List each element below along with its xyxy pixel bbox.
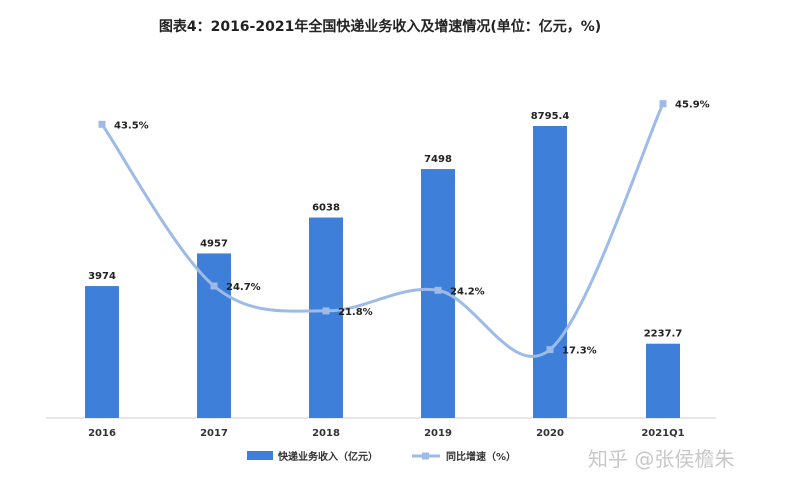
growth-marker-2021Q1 bbox=[659, 100, 667, 108]
growth-marker-2016 bbox=[98, 120, 106, 128]
x-tick-2018: 2018 bbox=[312, 428, 340, 439]
bar-label-2021Q1: 2237.7 bbox=[644, 329, 683, 340]
bar-2018 bbox=[309, 217, 343, 418]
x-tick-2019: 2019 bbox=[424, 428, 452, 439]
x-tick-2017: 2017 bbox=[200, 428, 228, 439]
bar-2017 bbox=[197, 253, 231, 418]
legend-swatch-growth-marker bbox=[422, 452, 429, 460]
legend: 快递业务收入（亿元） 同比增速（%） bbox=[247, 450, 516, 463]
legend-item-revenue[interactable]: 快递业务收入（亿元） bbox=[247, 450, 378, 463]
bar-label-2016: 3974 bbox=[88, 271, 116, 282]
legend-label-growth: 同比增速（%） bbox=[446, 450, 516, 463]
x-tick-2016: 2016 bbox=[88, 428, 116, 439]
growth-label-2021Q1: 45.9% bbox=[675, 100, 710, 111]
bar-label-2019: 7498 bbox=[424, 154, 452, 165]
legend-label-revenue: 快递业务收入（亿元） bbox=[277, 450, 378, 463]
bar-label-2020: 8795.4 bbox=[531, 111, 570, 122]
growth-line bbox=[100, 103, 665, 358]
growth-label-2018: 21.8% bbox=[338, 307, 373, 318]
bar-2020 bbox=[533, 126, 567, 418]
bar-2016 bbox=[85, 286, 119, 418]
growth-label-2016: 43.5% bbox=[114, 120, 149, 131]
growth-label-2017: 24.7% bbox=[226, 282, 261, 293]
legend-item-growth[interactable]: 同比增速（%） bbox=[412, 450, 516, 463]
bar-label-2017: 4957 bbox=[200, 238, 228, 249]
growth-marker-2018 bbox=[322, 307, 330, 315]
growth-marker-2020 bbox=[546, 346, 554, 354]
growth-marker-2017 bbox=[210, 282, 218, 290]
growth-label-2020: 17.3% bbox=[562, 346, 597, 357]
bar-label-2018: 6038 bbox=[312, 203, 340, 214]
x-tick-2020: 2020 bbox=[536, 428, 564, 439]
growth-marker-2019 bbox=[434, 286, 442, 294]
chart-title: 图表4：2016-2021年全国快递业务收入及增速情况(单位：亿元，%) bbox=[158, 19, 602, 35]
growth-label-2019: 24.2% bbox=[450, 286, 485, 297]
bar-2021Q1 bbox=[646, 343, 680, 418]
x-tick-2021Q1: 2021Q1 bbox=[641, 428, 684, 439]
legend-swatch-revenue bbox=[247, 451, 273, 460]
watermark: 知乎 @张侯檐朱 bbox=[588, 447, 734, 471]
